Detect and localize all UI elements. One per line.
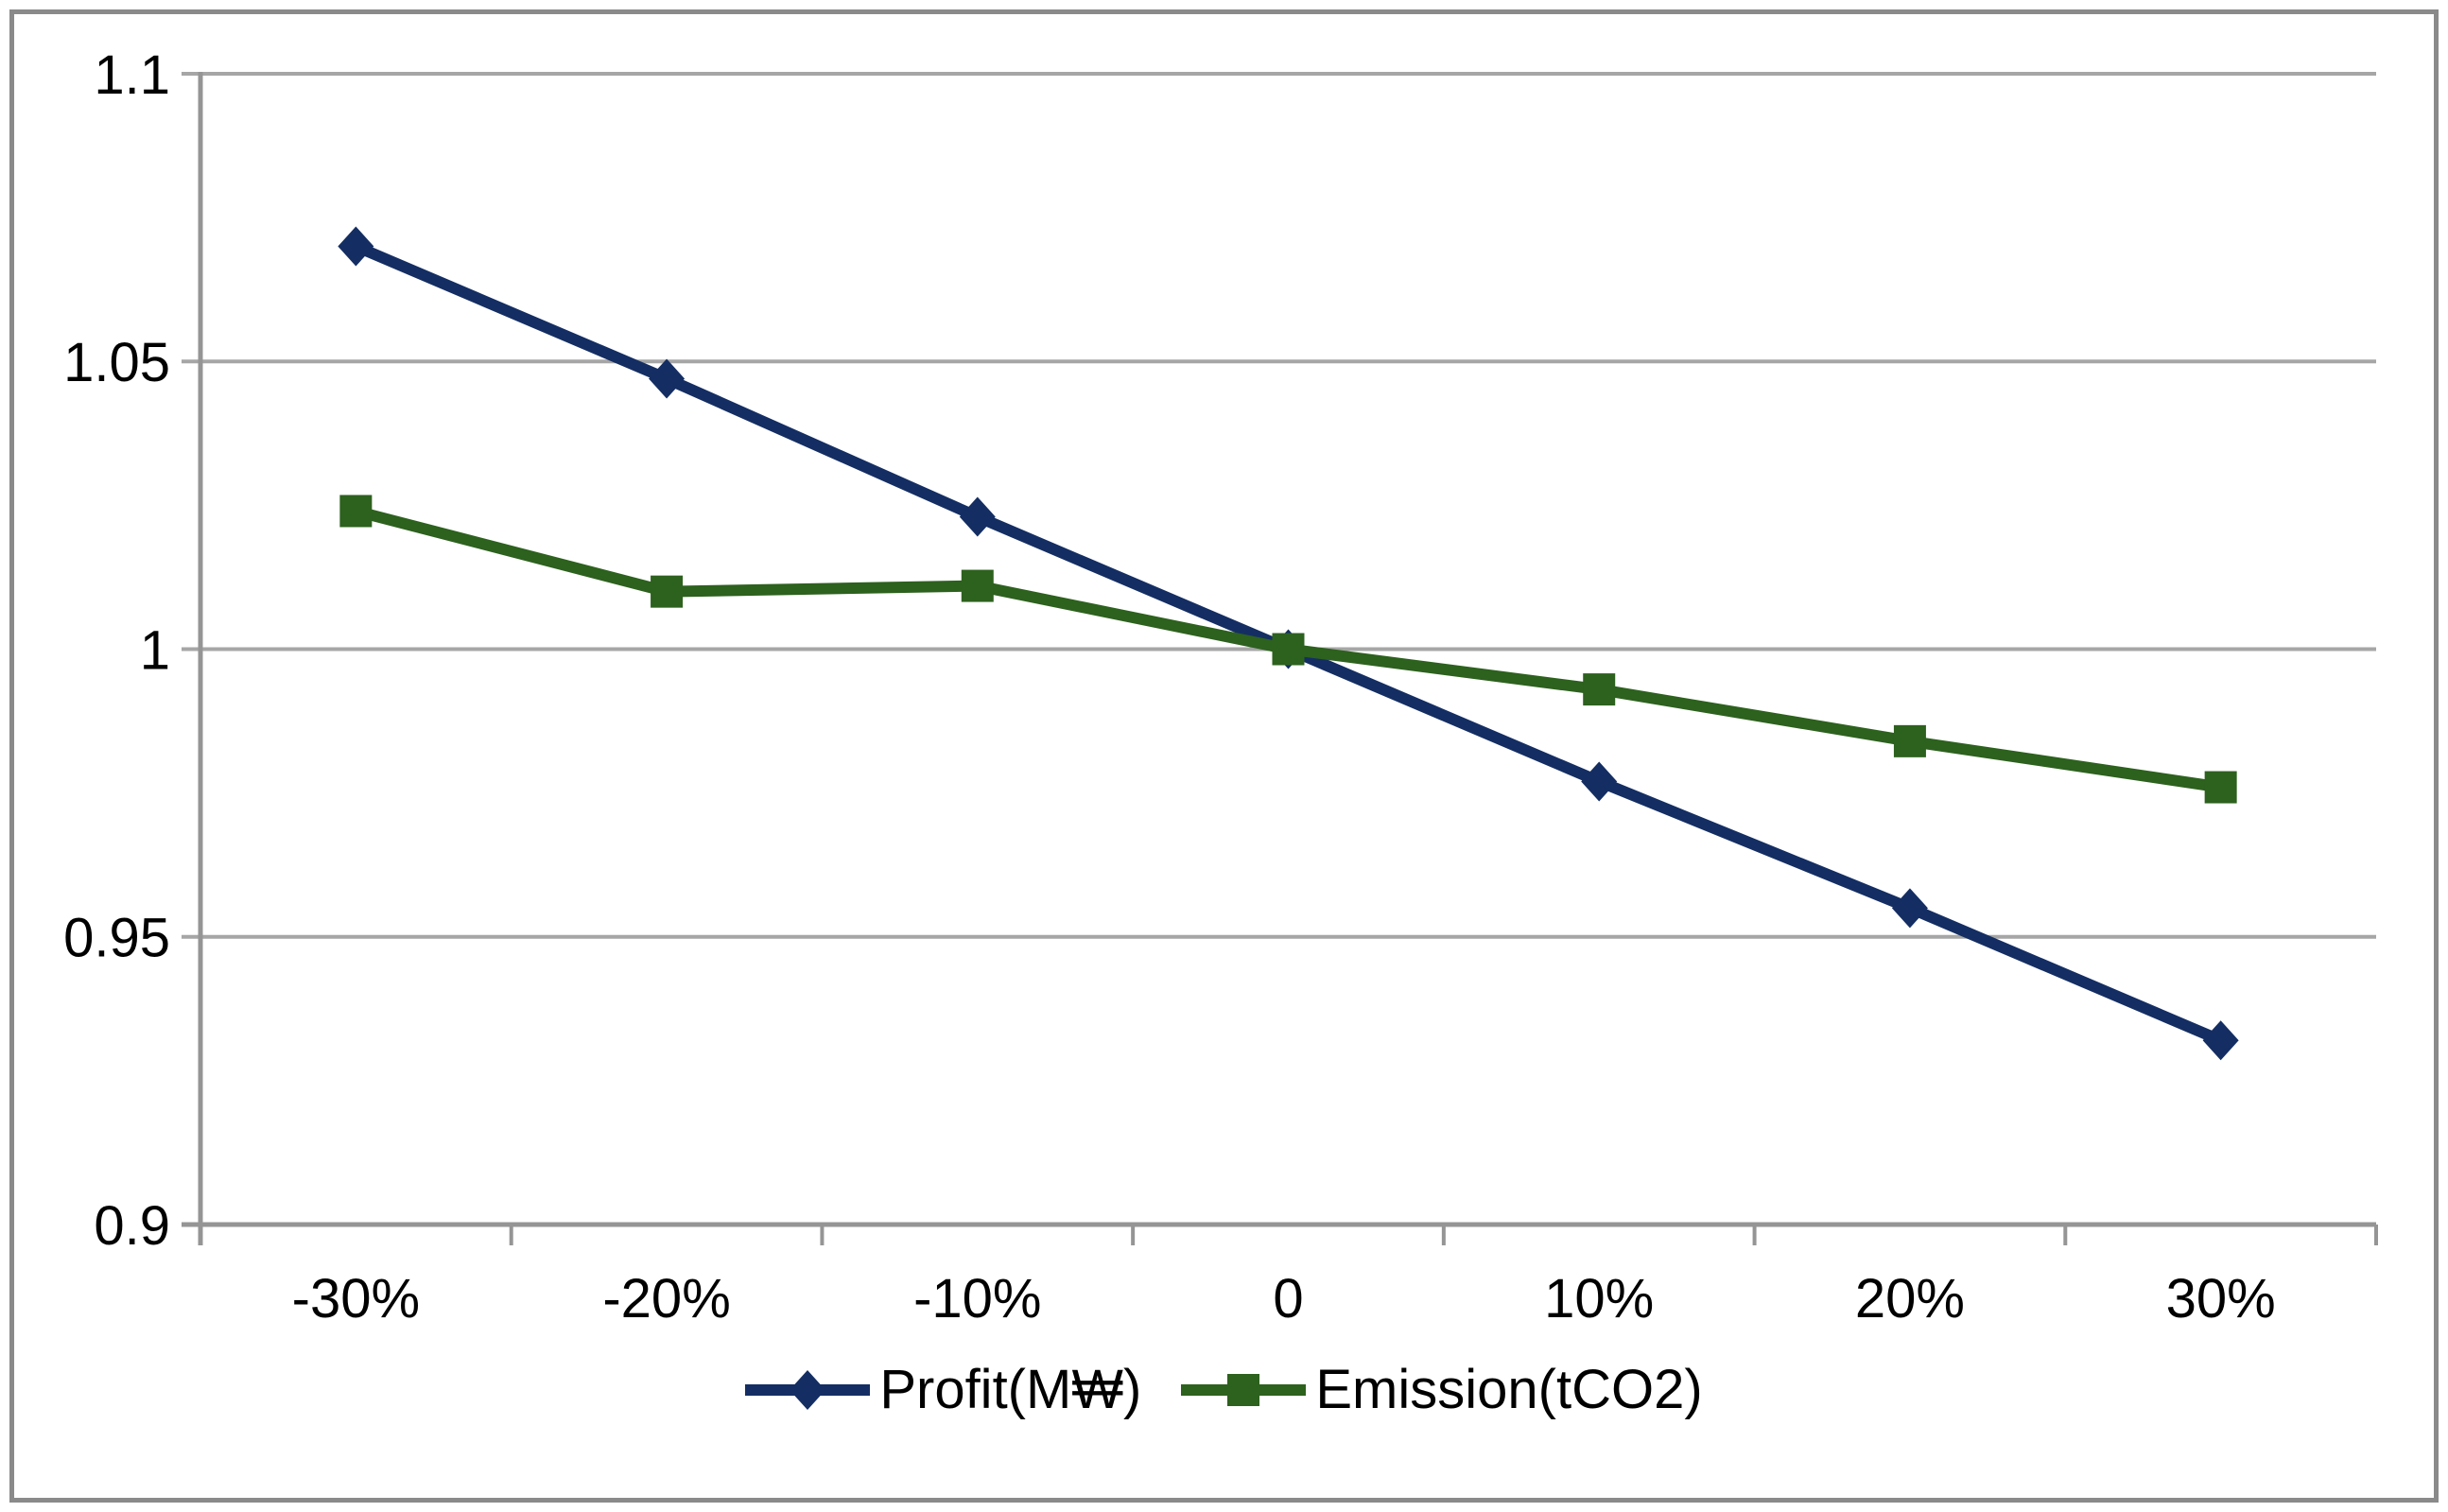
marker-diamond--20% [649, 358, 686, 399]
y-tick-label-1.05: 1.05 [63, 332, 170, 393]
legend-label-Emission(tCO2): Emission(tCO2) [1315, 1359, 1703, 1420]
y-tick-label-0.9: 0.9 [94, 1195, 170, 1257]
legend-label-Profit(M₩): Profit(M₩) [879, 1359, 1142, 1420]
marker-square-30% [2204, 771, 2237, 804]
marker-square--20% [651, 575, 684, 608]
legend-swatch-diamond-icon [745, 1370, 871, 1410]
legend-item-Emission(tCO2): Emission(tCO2) [1181, 1359, 1703, 1420]
marker-diamond-10% [1581, 761, 1618, 802]
x-tick-label--30%: -30% [292, 1268, 420, 1330]
marker-square-0 [1272, 633, 1305, 666]
marker-diamond--10% [959, 496, 996, 537]
x-tick-label--10%: -10% [913, 1268, 1041, 1330]
chart-legend: Profit(M₩) Emission(tCO2) [0, 1360, 2448, 1420]
marker-square-10% [1583, 673, 1616, 706]
legend-square-icon [1227, 1374, 1260, 1406]
x-tick-label-20%: 20% [1855, 1268, 1965, 1330]
x-tick-label-30%: 30% [2166, 1268, 2276, 1330]
y-tick-label-1.1: 1.1 [94, 44, 170, 106]
series-Emission(tCO2) [339, 495, 2237, 804]
x-tick-label-10%: 10% [1544, 1268, 1654, 1330]
marker-square--30% [339, 495, 373, 528]
legend-item-Profit(M₩): Profit(M₩) [745, 1360, 1141, 1420]
y-tick-label-1: 1 [140, 619, 170, 681]
marker-diamond-30% [2202, 1020, 2239, 1061]
x-tick-label-0: 0 [1273, 1268, 1303, 1330]
x-tick-label--20%: -20% [602, 1268, 730, 1330]
marker-diamond--30% [338, 226, 374, 267]
legend-swatch-square-icon [1181, 1374, 1307, 1406]
marker-diamond-20% [1891, 888, 1928, 929]
legend-diamond-icon [790, 1370, 826, 1410]
y-tick-label-0.95: 0.95 [63, 908, 170, 969]
marker-square--10% [961, 569, 994, 602]
marker-square-20% [1893, 724, 1926, 757]
